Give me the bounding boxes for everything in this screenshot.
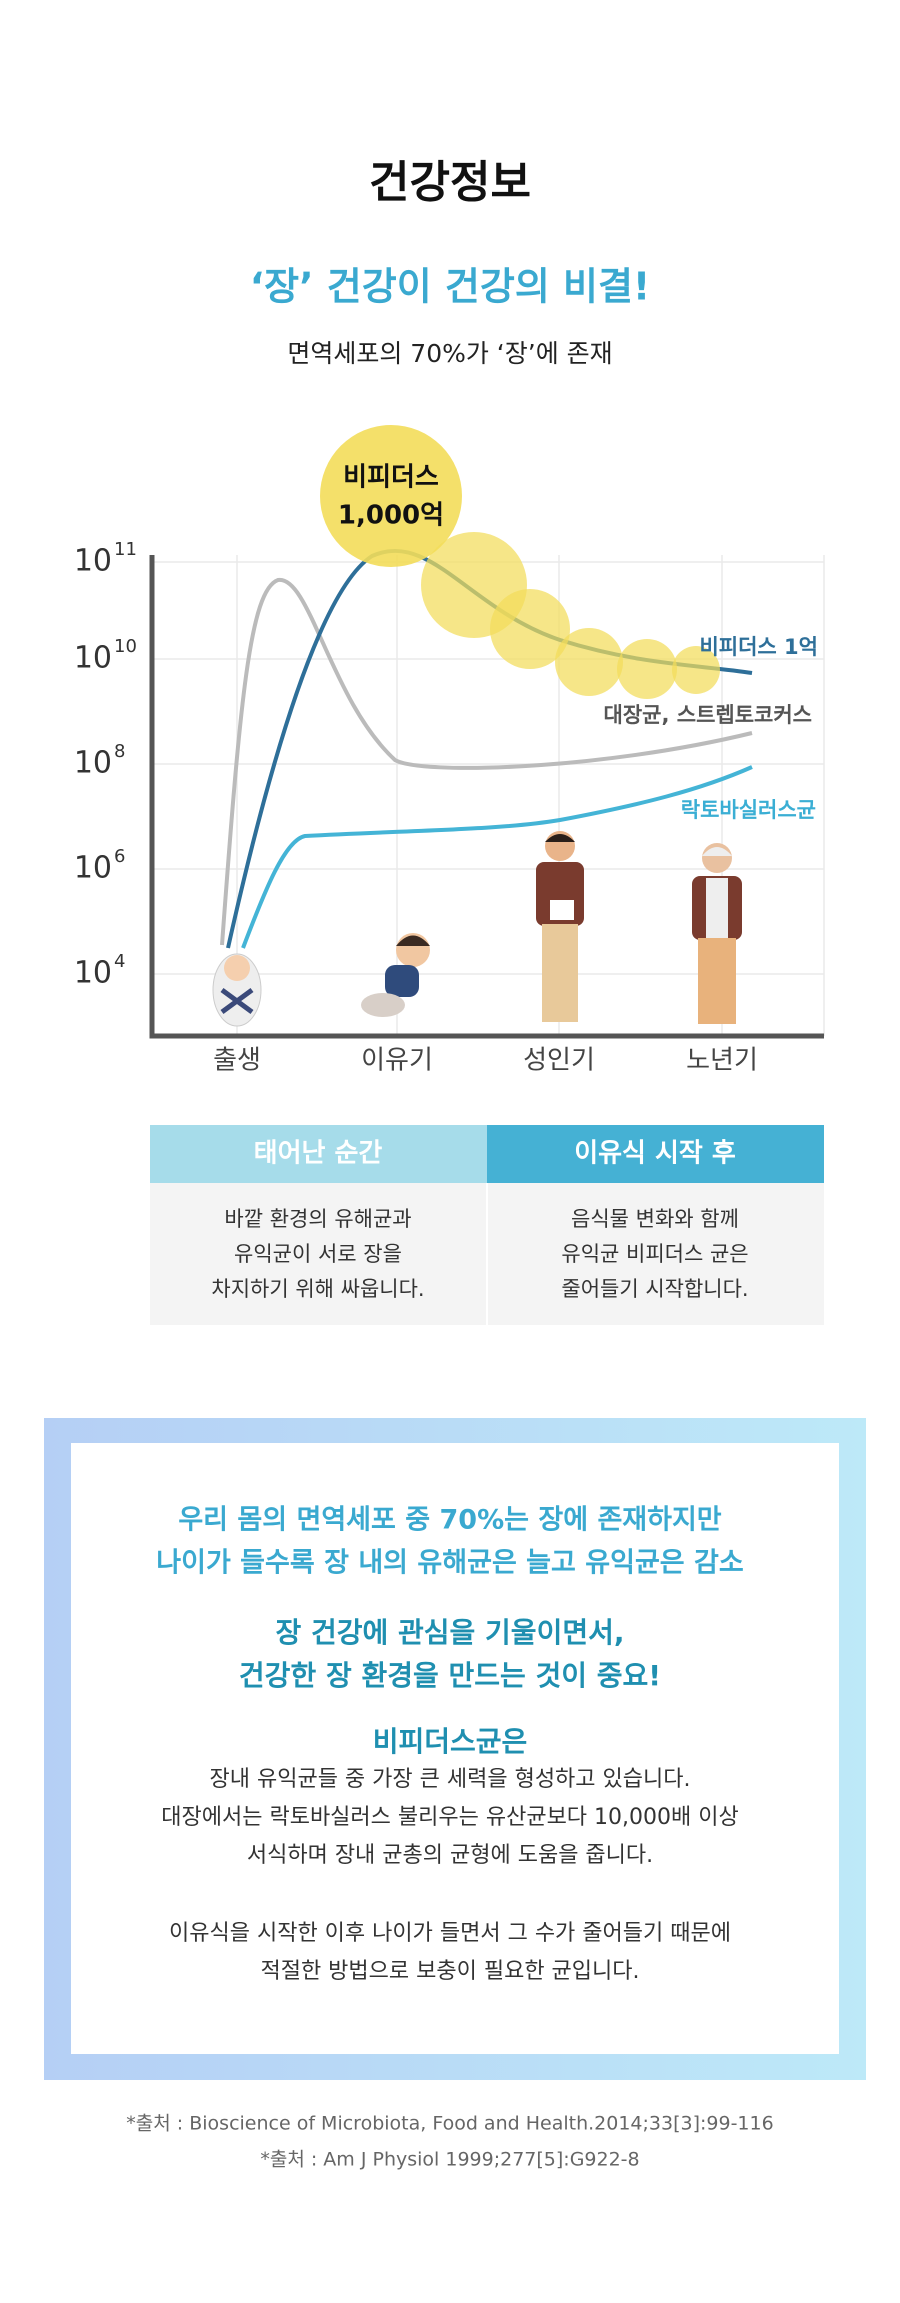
summary-line: 적절한 방법으로 보충이 필요한 균입니다. bbox=[260, 1959, 639, 1984]
adult-figure bbox=[536, 831, 584, 1022]
page-title: 건강정보 bbox=[369, 157, 531, 208]
bubble-label: 비피더스 bbox=[343, 463, 439, 493]
headline: ‘장’ 건강이 건강의 비결! bbox=[250, 265, 651, 309]
summary-line: *출처 : Am J Physiol 1999;277[5]:G922-8 bbox=[260, 2149, 639, 2171]
series-label: 비피더스 1억 bbox=[699, 635, 818, 659]
bubbles bbox=[320, 425, 720, 699]
summary-line: 장 건강에 관심을 기울이면서, bbox=[275, 1616, 624, 1649]
x-label: 성인기 bbox=[523, 1046, 595, 1076]
table-cell-line: 유익균 비피더스 균은 bbox=[561, 1242, 748, 1266]
table-header-cell bbox=[487, 1125, 824, 1183]
bubble-label: 1,000억 bbox=[338, 501, 444, 531]
summary-line: 서식하며 장내 균총의 균형에 도움을 줍니다. bbox=[247, 1843, 653, 1868]
senior-figure bbox=[692, 843, 742, 1024]
y-tick-exp: 8 bbox=[114, 741, 125, 762]
table-cell-line: 음식물 변화와 함께 bbox=[571, 1207, 739, 1231]
y-tick-base: 10 bbox=[74, 746, 112, 781]
y-tick-base: 10 bbox=[74, 641, 112, 676]
y-tick-base: 10 bbox=[74, 956, 112, 991]
axes bbox=[149, 555, 824, 1039]
series-label: 락토바실러스균 bbox=[681, 798, 816, 822]
x-label: 출생 bbox=[213, 1046, 261, 1076]
curve-ecoli bbox=[220, 577, 753, 946]
table-cell-line: 줄어들기 시작합니다. bbox=[561, 1277, 748, 1301]
summary-line: 건강한 장 환경을 만드는 것이 중요! bbox=[239, 1659, 661, 1692]
y-tick-base: 10 bbox=[74, 851, 112, 886]
summary-line: 비피더스균은 bbox=[373, 1725, 528, 1758]
y-tick-base: 10 bbox=[74, 544, 112, 579]
y-tick-exp: 6 bbox=[114, 846, 125, 867]
toddler-figure bbox=[361, 933, 430, 1017]
table-header-cell bbox=[150, 1125, 487, 1183]
table-cell-line: 차지하기 위해 싸웁니다. bbox=[211, 1277, 424, 1301]
series-label: 대장균, 스트렙토코커스 bbox=[604, 703, 813, 727]
summary-box bbox=[71, 1443, 839, 2054]
summary-line: 장내 유익균들 중 가장 큰 세력을 형성하고 있습니다. bbox=[210, 1767, 691, 1792]
x-label: 이유기 bbox=[361, 1046, 433, 1076]
y-tick-exp: 11 bbox=[114, 539, 137, 560]
curve-lacto bbox=[241, 765, 753, 949]
x-label: 노년기 bbox=[686, 1046, 758, 1076]
chart: 비피더스 1,000억 비피더스 1억 대장균, 스트렙토코커스 락토바실러스균 bbox=[74, 425, 825, 1076]
baby-figure bbox=[212, 953, 262, 1027]
subtitle: 면역세포의 70%가 ‘장’에 존재 bbox=[287, 339, 612, 368]
y-tick-exp: 4 bbox=[114, 951, 125, 972]
summary-line: *출처 : Bioscience of Microbiota, Food and… bbox=[126, 2113, 773, 2135]
summary-line: 이유식을 시작한 이후 나이가 들면서 그 수가 줄어들기 때문에 bbox=[169, 1921, 731, 1946]
table-cell-line: 바깥 환경의 유해균과 bbox=[224, 1207, 411, 1231]
table-header: 태어난 순간 bbox=[254, 1139, 383, 1169]
table-cell-line: 유익균이 서로 장을 bbox=[234, 1242, 402, 1266]
summary-line: 나이가 들수록 장 내의 유해균은 늘고 유익균은 감소 bbox=[156, 1548, 743, 1579]
summary-line: 대장에서는 락토바실러스 불리우는 유산균보다 10,000배 이상 bbox=[161, 1805, 738, 1830]
y-tick-exp: 10 bbox=[114, 636, 137, 657]
summary-line: 우리 몸의 면역세포 중 70%는 장에 존재하지만 bbox=[178, 1505, 721, 1536]
table-header: 이유식 시작 후 bbox=[574, 1139, 736, 1169]
grid bbox=[152, 555, 825, 1036]
